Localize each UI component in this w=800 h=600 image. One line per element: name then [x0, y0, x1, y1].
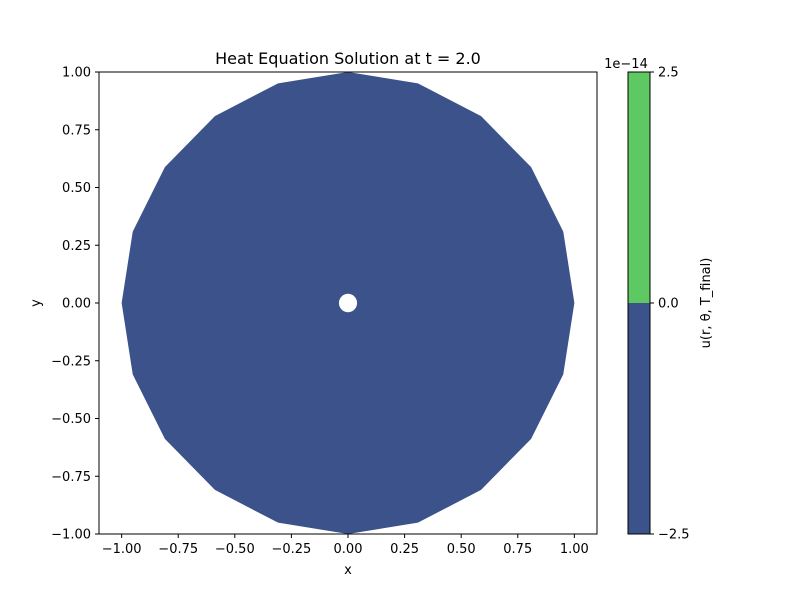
x-tick-label: −0.50: [215, 542, 255, 557]
x-tick-label: 0.75: [503, 542, 532, 557]
x-tick-label: −1.00: [102, 542, 142, 557]
x-tick-label: 0.00: [334, 542, 363, 557]
colorbar-tick-label: 2.5: [658, 66, 679, 81]
x-axis: −1.00 −0.75 −0.50 −0.25 0.00 0.25 0.50 0.75 1.00: [102, 534, 589, 557]
colorbar-tick-label: −2.5: [658, 528, 690, 543]
colorbar-offset-text: 1e−14: [604, 57, 648, 72]
y-tick-label: 0.25: [62, 239, 91, 254]
colorbar: −2.5 0.0 2.5 1e−14 u(r, θ, T_final): [604, 57, 714, 543]
colorbar-ticks: −2.5 0.0 2.5: [650, 66, 690, 543]
y-tick-label: −0.50: [51, 412, 91, 427]
x-tick-label: −0.75: [158, 542, 198, 557]
colorbar-segment-high: [628, 72, 650, 303]
y-axis-label: y: [29, 299, 44, 307]
colorbar-label: u(r, θ, T_final): [699, 258, 714, 349]
y-tick-label: 0.00: [62, 297, 91, 312]
contour-fill-region: [121, 72, 575, 534]
colorbar-tick-label: 0.0: [658, 297, 679, 312]
x-axis-label: x: [344, 563, 352, 578]
x-tick-label: 0.50: [447, 542, 476, 557]
x-tick-label: −0.25: [271, 542, 311, 557]
y-tick-label: 1.00: [62, 66, 91, 81]
y-tick-label: −1.00: [51, 528, 91, 543]
y-tick-label: 0.75: [62, 123, 91, 138]
x-tick-label: 1.00: [560, 542, 589, 557]
colorbar-segment-low: [628, 303, 650, 534]
x-tick-label: 0.25: [390, 542, 419, 557]
chart-title: Heat Equation Solution at t = 2.0: [215, 49, 481, 68]
y-tick-label: −0.25: [51, 354, 91, 369]
y-axis: −1.00 −0.75 −0.50 −0.25 0.00 0.25 0.50 0.75 1.00: [51, 66, 99, 543]
y-tick-label: 0.50: [62, 181, 91, 196]
y-tick-label: −0.75: [51, 470, 91, 485]
